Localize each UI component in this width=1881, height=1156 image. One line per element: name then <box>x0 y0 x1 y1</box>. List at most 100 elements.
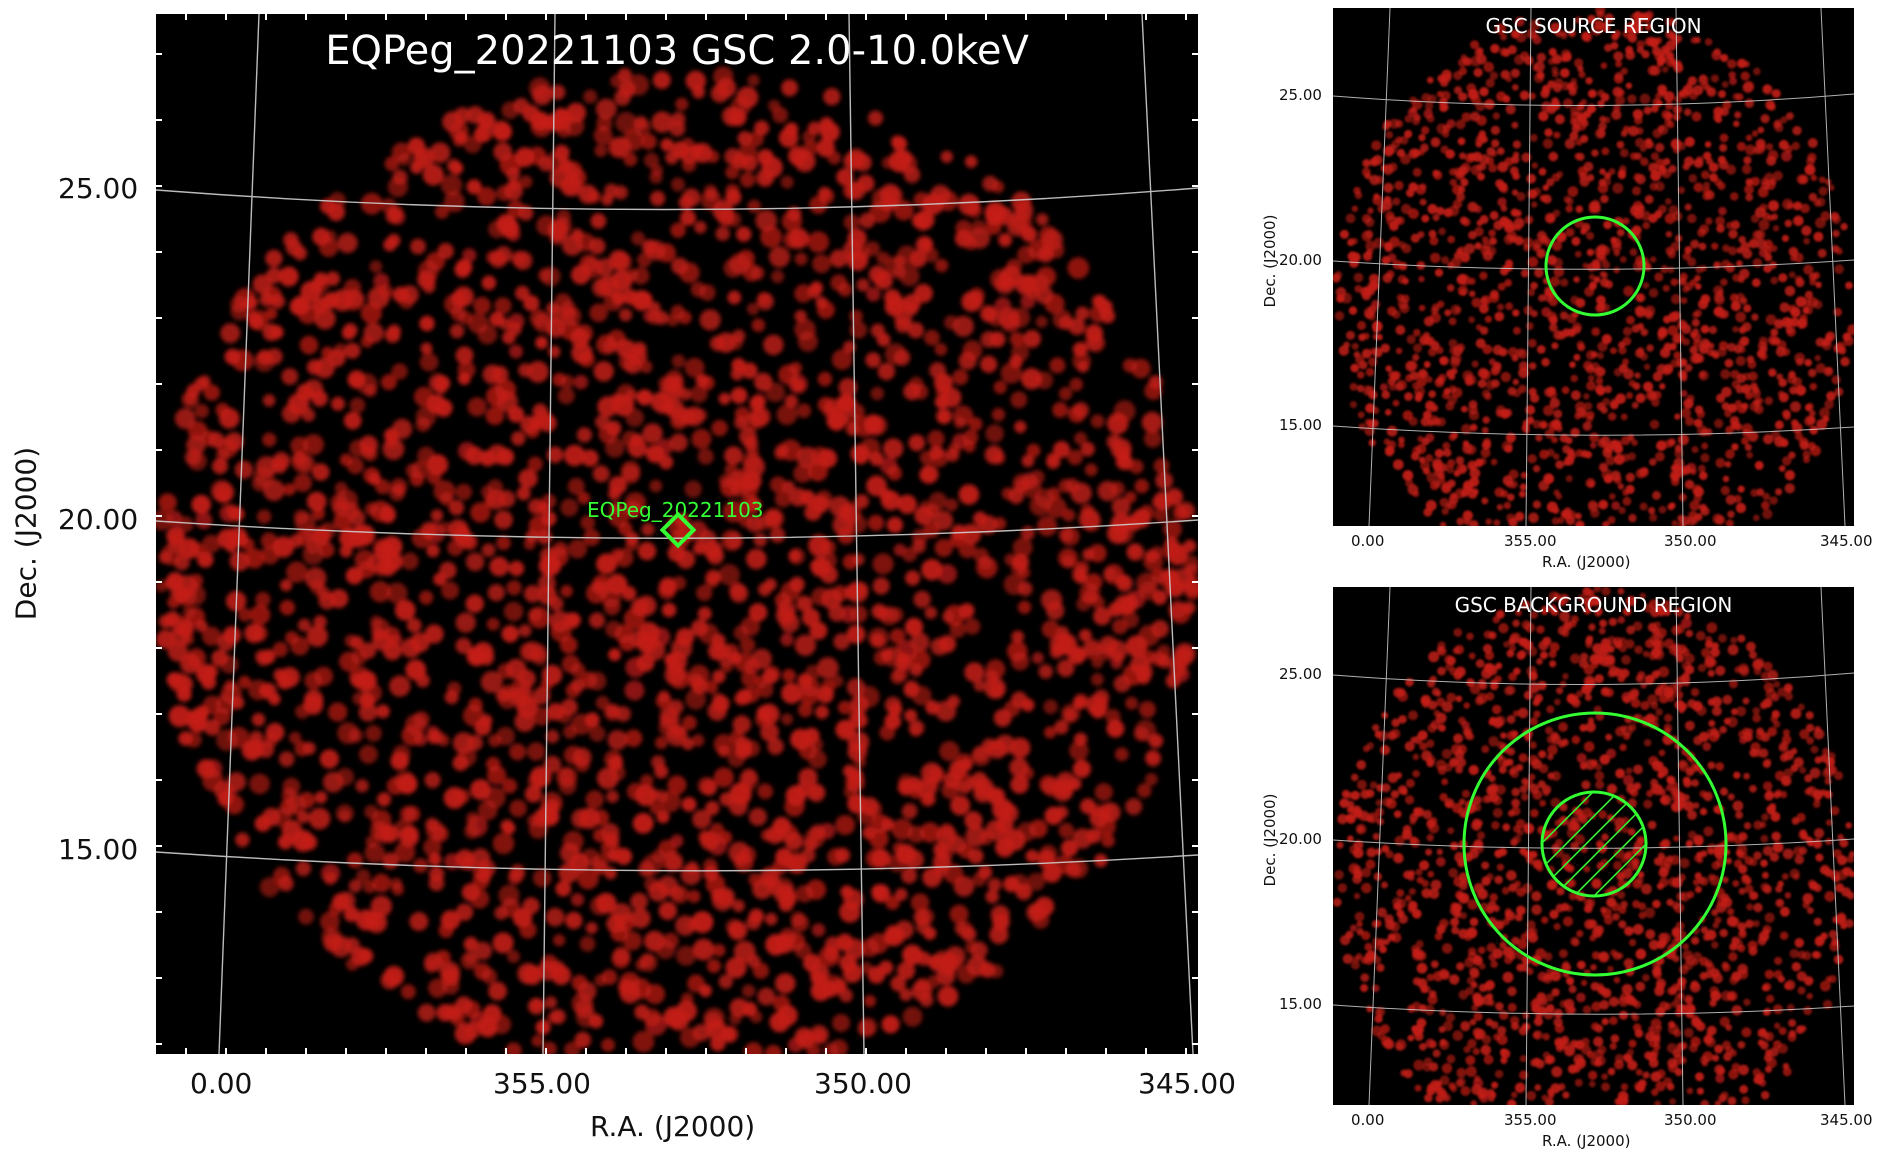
count-blob <box>1764 172 1775 183</box>
count-blob <box>1702 742 1712 751</box>
count-blob <box>1649 182 1658 191</box>
count-blob <box>703 1007 725 1030</box>
count-blob <box>685 70 706 91</box>
count-blob <box>1789 948 1799 959</box>
count-blob <box>1721 402 1730 410</box>
count-blob <box>1527 338 1537 348</box>
count-blob <box>890 975 906 992</box>
count-blob <box>203 759 223 778</box>
count-blob <box>1559 68 1570 78</box>
count-blob <box>571 713 593 735</box>
count-blob <box>1504 279 1512 287</box>
count-blob <box>195 512 213 530</box>
count-blob <box>1457 185 1466 194</box>
count-blob <box>1817 248 1827 258</box>
count-blob <box>1389 236 1400 248</box>
count-blob <box>1565 475 1573 483</box>
count-blob <box>469 889 490 909</box>
count-blob <box>1666 898 1674 906</box>
count-blob <box>1753 851 1762 860</box>
count-blob <box>985 889 999 904</box>
count-blob <box>1503 501 1511 510</box>
count-blob <box>1548 48 1557 57</box>
count-blob <box>1785 326 1793 334</box>
count-blob <box>1441 1063 1453 1074</box>
count-blob <box>1692 339 1701 348</box>
count-blob <box>1555 425 1563 432</box>
count-blob <box>1336 841 1344 849</box>
count-blob <box>590 213 607 229</box>
count-blob <box>1484 650 1495 661</box>
count-blob <box>217 791 233 807</box>
count-blob <box>1049 645 1063 659</box>
count-blob <box>1613 976 1621 984</box>
count-blob <box>1482 416 1490 424</box>
count-blob <box>1560 509 1569 519</box>
count-blob <box>1724 410 1732 418</box>
count-blob <box>1412 769 1420 778</box>
count-blob <box>971 746 992 767</box>
count-blob <box>1758 219 1770 231</box>
count-blob <box>780 632 794 647</box>
count-blob <box>1665 101 1674 110</box>
count-blob <box>386 582 408 604</box>
count-blob <box>1432 214 1440 222</box>
count-blob <box>424 522 446 544</box>
count-blob <box>1700 294 1711 305</box>
count-blob <box>1088 544 1107 563</box>
count-blob <box>1589 432 1600 443</box>
count-blob <box>306 625 328 647</box>
count-blob <box>1481 426 1489 434</box>
count-blob <box>1492 344 1503 356</box>
count-blob <box>964 155 978 168</box>
count-blob <box>1733 344 1743 354</box>
count-blob <box>764 509 782 527</box>
count-blob <box>1345 213 1356 224</box>
count-blob <box>924 606 938 620</box>
count-blob <box>1450 357 1461 368</box>
count-blob <box>585 582 607 604</box>
count-blob <box>1418 304 1426 312</box>
count-blob <box>748 603 768 622</box>
count-blob <box>1067 257 1090 279</box>
count-blob <box>1795 385 1807 396</box>
count-blob <box>1512 388 1521 398</box>
count-blob <box>666 724 688 747</box>
count-blob <box>1513 217 1525 229</box>
count-blob <box>419 315 435 332</box>
count-blob <box>1527 288 1536 297</box>
count-blob <box>829 249 848 268</box>
count-blob <box>524 785 542 803</box>
count-blob <box>1529 393 1540 403</box>
count-blob <box>300 280 322 303</box>
count-blob <box>1686 394 1695 403</box>
count-blob <box>747 74 760 87</box>
count-blob <box>1456 962 1465 971</box>
count-blob <box>1635 306 1647 318</box>
count-blob <box>1561 386 1570 395</box>
count-blob <box>1663 723 1673 733</box>
count-blob <box>1117 454 1134 471</box>
count-blob <box>167 595 180 609</box>
count-blob <box>810 446 830 466</box>
count-blob <box>1369 781 1378 789</box>
count-blob <box>1613 444 1624 454</box>
count-blob <box>371 873 391 893</box>
count-blob <box>1595 8 1606 16</box>
count-blob <box>723 643 740 660</box>
count-blob <box>1576 929 1584 938</box>
main-xtick-355: 355.00 <box>493 1067 591 1100</box>
count-blob <box>379 559 397 577</box>
count-blob <box>318 541 335 558</box>
count-blob <box>856 278 870 292</box>
count-blob <box>1757 186 1769 198</box>
count-blob <box>371 809 392 830</box>
count-blob <box>1419 334 1430 345</box>
count-blob <box>1751 130 1759 137</box>
count-blob <box>1462 370 1474 382</box>
count-blob <box>732 715 751 734</box>
count-blob <box>1361 291 1371 301</box>
count-blob <box>1815 281 1822 288</box>
count-blob <box>1058 822 1075 839</box>
count-blob <box>593 126 613 145</box>
